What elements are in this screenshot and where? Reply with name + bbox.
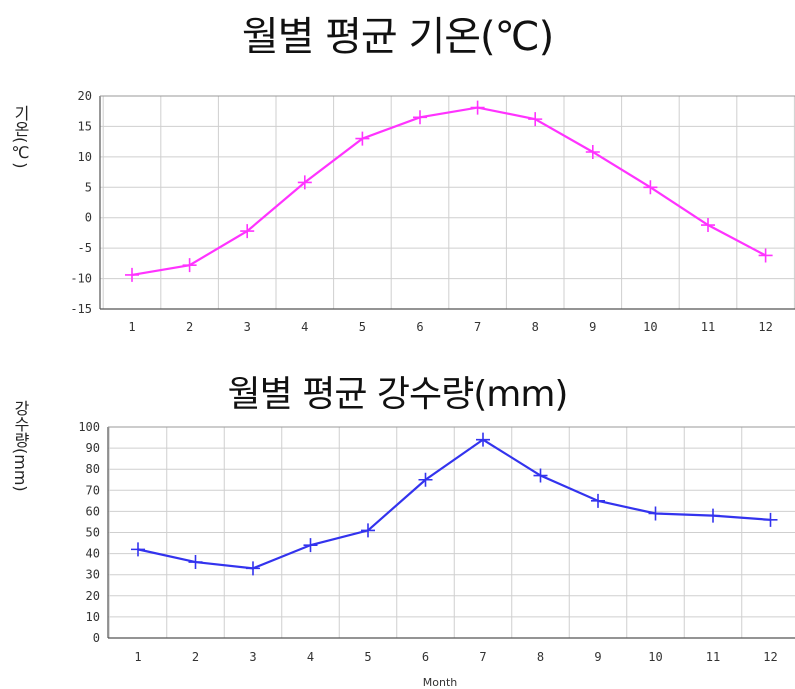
temp-data-point (528, 112, 543, 127)
temp-data-point (125, 267, 139, 282)
precip-x-tick-label: 7 (479, 650, 486, 664)
precip-x-tick-label: 5 (364, 650, 371, 664)
precip-y-tick-label: 80 (86, 462, 100, 476)
precip-x-axis-label: Month (423, 676, 458, 689)
precip-data-point (131, 542, 145, 557)
precip-y-tick-label: 20 (86, 589, 100, 603)
precip-data-point (648, 506, 663, 521)
y-axis-label-precipitation: 강수량(mm) (11, 400, 30, 492)
temp-x-tick-label: 10 (643, 320, 657, 334)
precip-data-point (188, 555, 203, 570)
precip-data-point (591, 493, 605, 508)
temp-y-tick-label: 20 (78, 89, 92, 103)
precip-series-line (137, 438, 771, 570)
temp-data-point (297, 175, 312, 190)
precip-data-point (246, 561, 260, 576)
temp-x-tick-label: 1 (128, 320, 135, 334)
precip-data-point (476, 432, 490, 447)
precip-x-tick-label: 1 (134, 650, 141, 664)
precip-data-point (533, 468, 548, 483)
precip-y-tick-label: 60 (86, 504, 100, 518)
precip-data-point (706, 508, 720, 523)
precip-data-point (763, 512, 778, 527)
precip-y-tick-label: 30 (86, 568, 100, 582)
precip-y-tick-label: 100 (78, 420, 100, 434)
temp-data-point (585, 144, 600, 159)
y-axis-label-temperature: 기온(℃) (11, 105, 30, 169)
precip-x-tick-label: 10 (648, 650, 662, 664)
precip-x-tick-label: 8 (537, 650, 544, 664)
temp-y-tick-label: -10 (70, 272, 92, 286)
precip-x-tick-label: 6 (422, 650, 429, 664)
temp-data-point (758, 248, 773, 263)
precip-x-tick-label: 12 (763, 650, 777, 664)
temp-x-tick-label: 2 (186, 320, 193, 334)
temp-x-tick-label: 6 (416, 320, 423, 334)
temp-y-tick-label: -5 (78, 241, 92, 255)
precip-data-point (361, 523, 375, 538)
temp-x-tick-label: 8 (532, 320, 539, 334)
temp-y-tick-label: 10 (78, 150, 92, 164)
temp-data-point (470, 100, 485, 115)
precip-y-tick-label: 50 (86, 526, 100, 540)
temp-x-tick-label: 12 (758, 320, 772, 334)
precip-x-tick-label: 4 (307, 650, 314, 664)
temp-data-point (182, 258, 197, 273)
precip-y-tick-label: 0 (93, 631, 100, 645)
temp-y-tick-label: 15 (78, 119, 92, 133)
precip-y-tick-label: 10 (86, 610, 100, 624)
precip-data-point (303, 538, 318, 553)
precip-x-tick-label: 2 (192, 650, 199, 664)
precip-y-tick-label: 40 (86, 547, 100, 561)
precip-y-tick-label: 70 (86, 483, 100, 497)
precip-x-tick-label: 9 (594, 650, 601, 664)
temp-data-point (413, 110, 427, 125)
temp-data-point (240, 224, 255, 239)
temp-x-tick-label: 4 (301, 320, 308, 334)
temp-y-tick-label: 5 (85, 180, 92, 194)
temp-x-tick-label: 5 (359, 320, 366, 334)
precip-data-point (418, 472, 433, 487)
precip-y-tick-label: 90 (86, 441, 100, 455)
precip-x-tick-label: 11 (706, 650, 720, 664)
temp-series-line (131, 106, 767, 277)
temp-data-point (355, 131, 370, 146)
temp-data-point (643, 180, 658, 195)
temp-data-point (701, 218, 715, 233)
temp-y-tick-label: 0 (85, 211, 92, 225)
chart-title-temperature: 월별 평균 기온(℃) (241, 14, 554, 60)
temp-x-tick-label: 7 (474, 320, 481, 334)
temp-x-tick-label: 3 (244, 320, 251, 334)
chart-title-precipitation: 월별 평균 강수량(mm) (227, 374, 569, 415)
temp-x-tick-label: 9 (589, 320, 596, 334)
precip-x-tick-label: 3 (249, 650, 256, 664)
temp-x-tick-label: 11 (701, 320, 715, 334)
temp-y-tick-label: -15 (70, 302, 92, 316)
